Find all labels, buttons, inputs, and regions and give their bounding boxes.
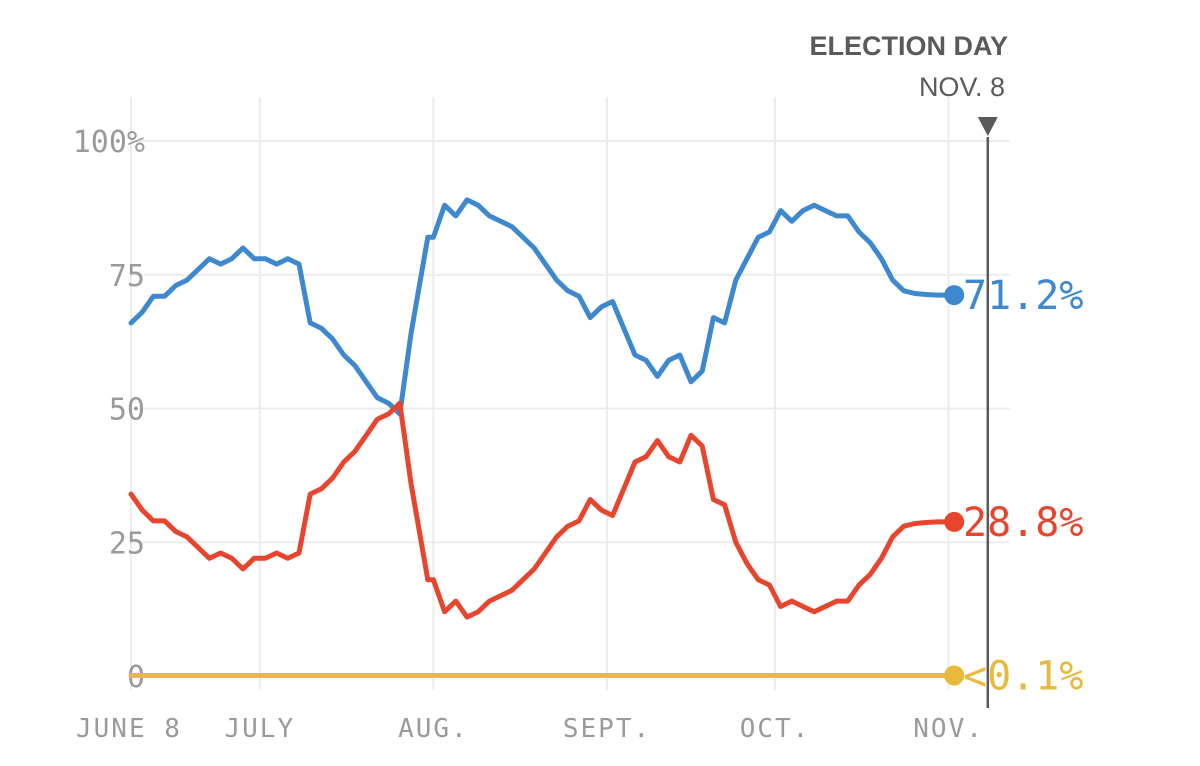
series-end-label-blue: 71.2% <box>963 273 1083 319</box>
end-labels: 71.2% 28.8% <0.1% <box>944 273 1083 699</box>
y-tick-label: 50 <box>109 393 145 428</box>
series-line-blue <box>128 197 957 417</box>
x-tick-label: NOV. <box>913 714 984 744</box>
series-line-red <box>128 400 957 620</box>
election-day-arrow <box>977 117 998 136</box>
series-lines <box>128 197 957 678</box>
x-axis-ticks: JUNE 8 JULY AUG. SEPT. OCT. NOV. <box>76 714 984 744</box>
x-tick-label: AUG. <box>398 714 469 744</box>
series-end-dot-blue <box>944 285 965 306</box>
series-end-label-red: 28.8% <box>963 500 1083 546</box>
election-day-title: ELECTION DAY <box>809 31 1008 61</box>
series-end-dot-gold <box>944 665 965 686</box>
gridlines <box>130 97 1010 690</box>
x-tick-label: SEPT. <box>563 714 651 744</box>
x-tick-label: JULY <box>224 714 295 744</box>
series-end-dot-red <box>944 511 965 532</box>
election-day-marker: ELECTION DAY NOV. 8 <box>809 31 1008 708</box>
series-end-label-gold: <0.1% <box>963 653 1083 699</box>
x-tick-label: OCT. <box>740 714 811 744</box>
x-tick-label: JUNE 8 <box>76 714 182 744</box>
y-tick-label: 100% <box>73 125 145 160</box>
y-tick-label: 25 <box>109 526 145 561</box>
election-day-date: NOV. 8 <box>919 72 1005 102</box>
y-tick-label: 75 <box>109 259 145 294</box>
